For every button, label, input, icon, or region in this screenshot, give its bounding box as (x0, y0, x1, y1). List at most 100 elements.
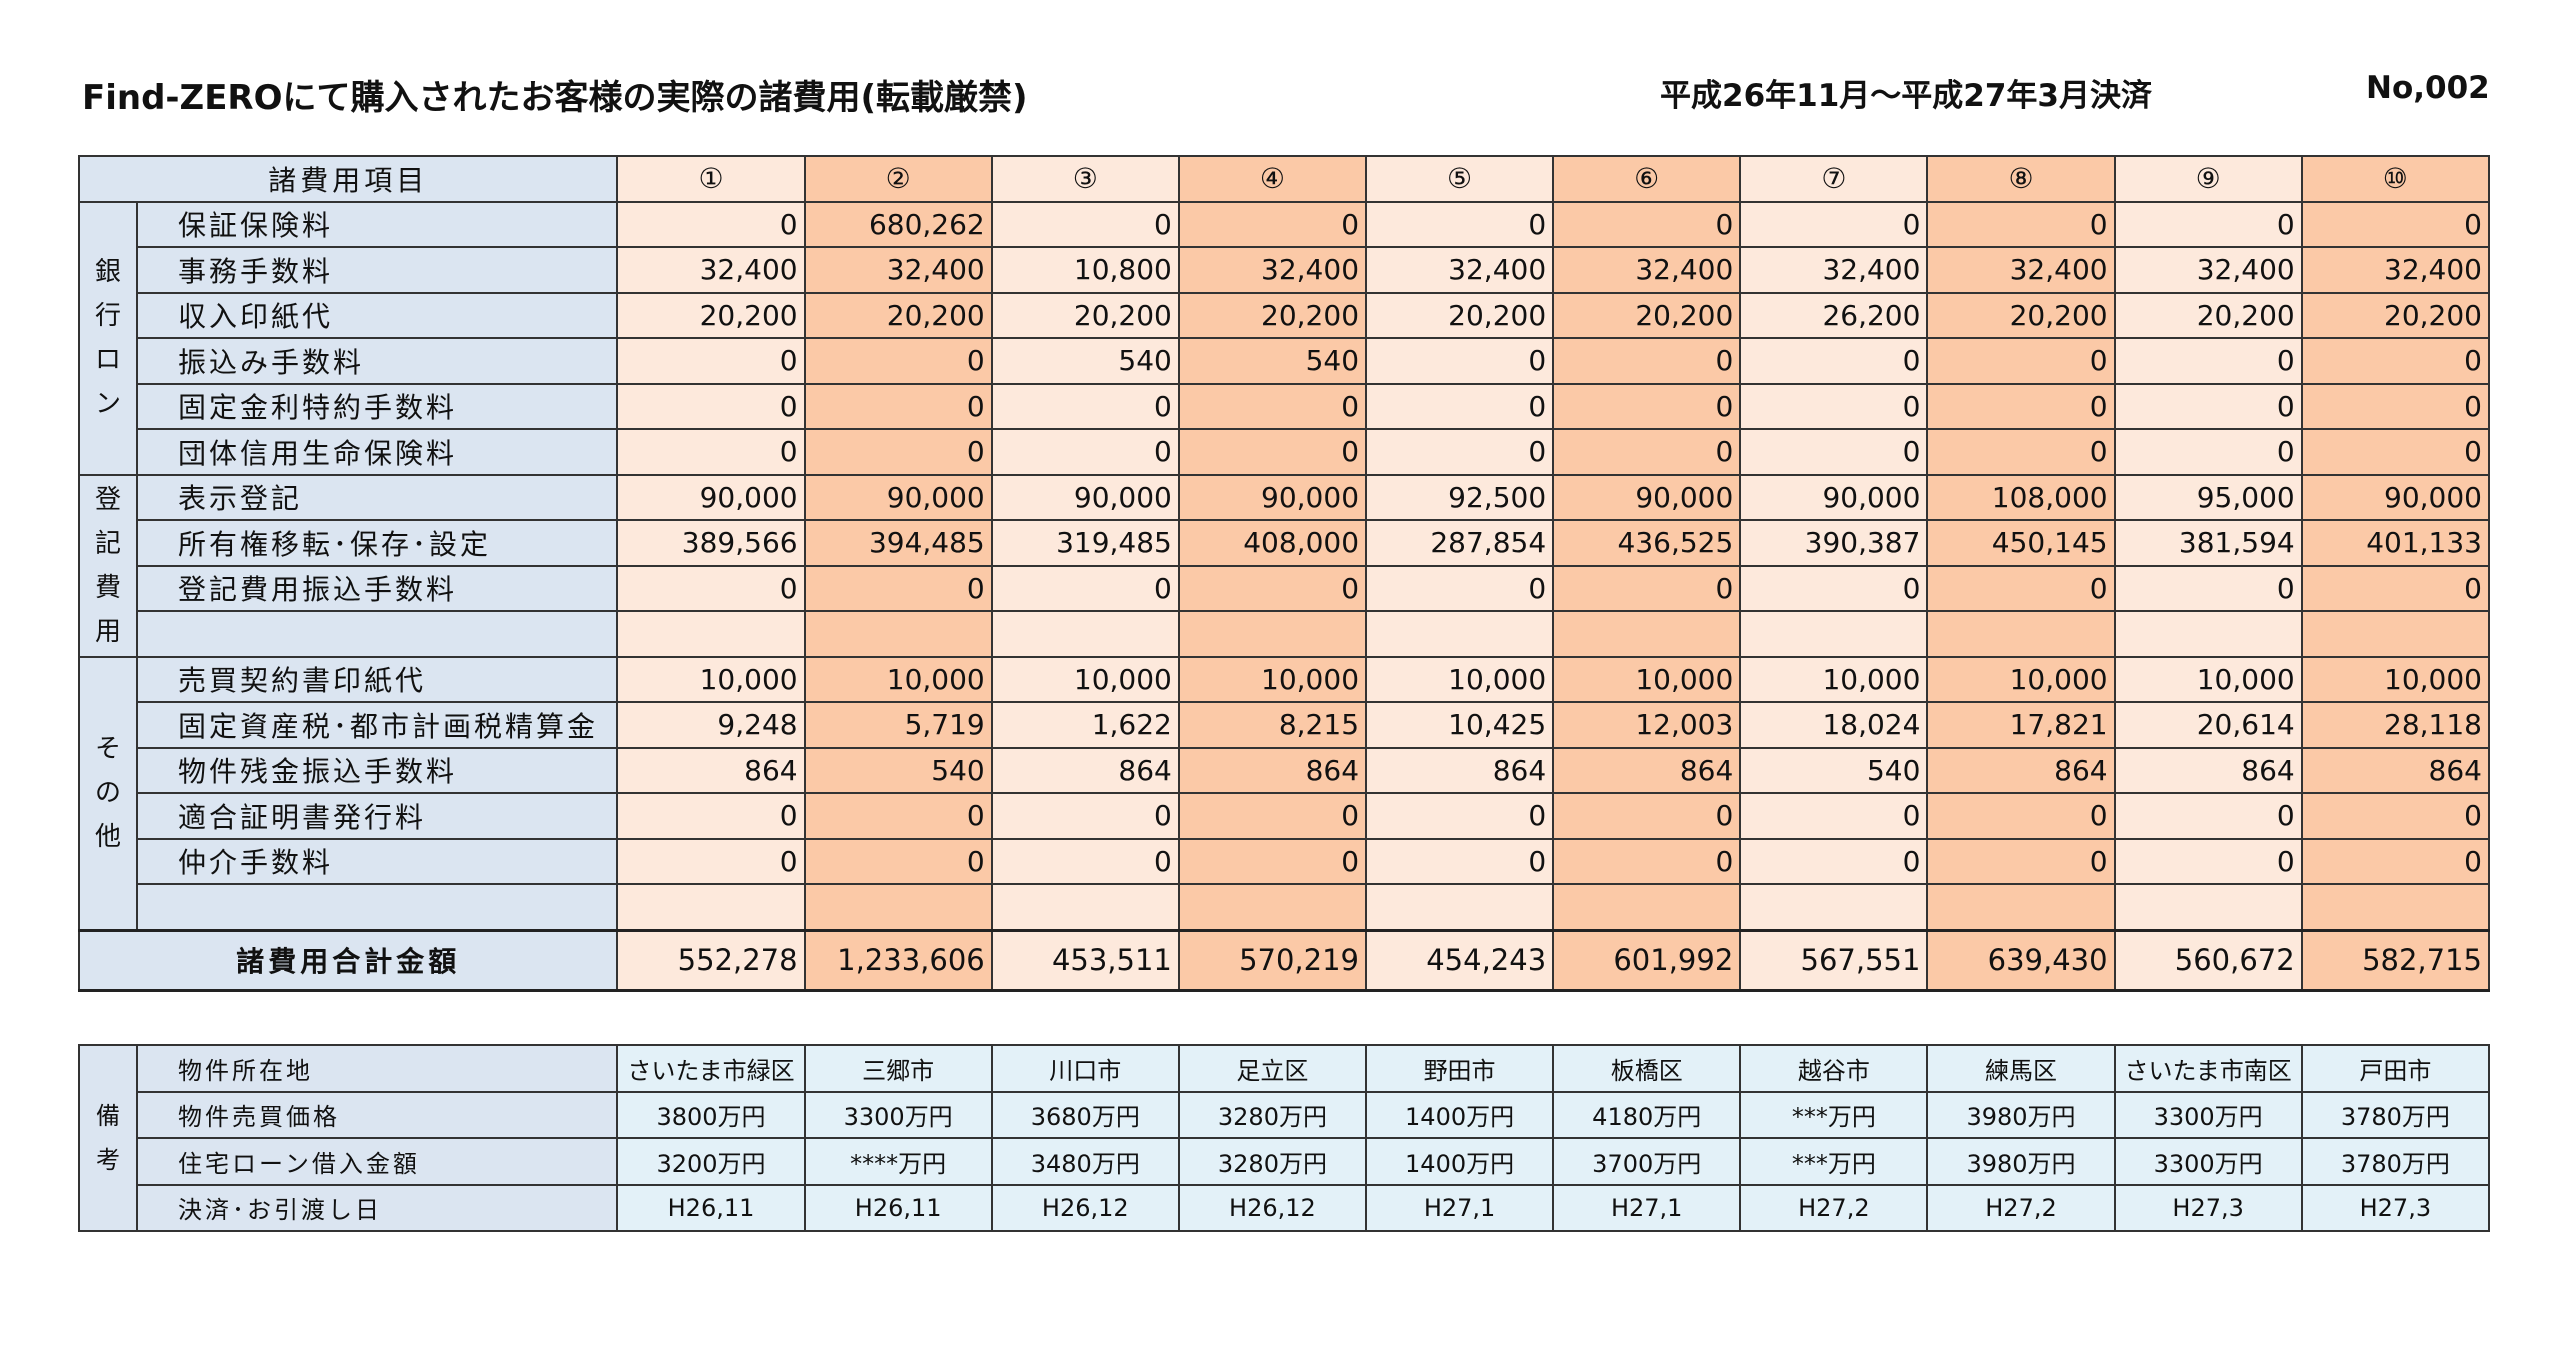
total-value: 639,430 (1926, 928, 2116, 992)
value-cell: 0 (803, 837, 993, 885)
group-label: 登記費用 (77, 473, 139, 658)
row-label: 固定資産税･都市計画税精算金 (136, 701, 619, 749)
table-row: 事務手数料 32,400 32,400 10,800 32,400 32,400 32,40… (79, 246, 2491, 294)
remarks-cell: H26,12 (990, 1183, 1180, 1232)
row-label: 事務手数料 (136, 246, 619, 294)
row-label: 団体信用生命保険料 (136, 428, 619, 476)
row-label (136, 610, 619, 658)
value-cell: 90,000 (1552, 473, 1742, 521)
value-cell: 32,400 (1365, 246, 1555, 294)
table-row: 固定金利特約手数料 0 0 0 0 0 0 0 0 0 0 (79, 382, 2491, 430)
value-cell: 864 (1926, 746, 2116, 794)
value-cell: 0 (2300, 564, 2491, 612)
value-cell (1177, 610, 1368, 658)
value-cell: 0 (1552, 837, 1742, 885)
value-cell: 0 (803, 564, 993, 612)
row-label: 表示登記 (136, 473, 619, 521)
remarks-cell: 練馬区 (1926, 1044, 2116, 1093)
value-cell: 864 (2300, 746, 2491, 794)
value-cell: 0 (1177, 792, 1368, 840)
remarks-cell: 3300万円 (803, 1090, 993, 1139)
remarks-cell: H27,2 (1739, 1183, 1929, 1232)
value-cell: 0 (1365, 200, 1555, 248)
value-cell: 20,200 (1177, 291, 1368, 339)
value-cell: 0 (2113, 564, 2303, 612)
value-cell: 10,000 (1552, 655, 1742, 703)
row-label (136, 883, 619, 931)
column-header: ④ (1177, 155, 1368, 203)
remarks-cell: 3280万円 (1177, 1137, 1368, 1186)
remarks-cell: ***万円 (1739, 1090, 1929, 1139)
value-cell: 680,262 (803, 200, 993, 248)
value-cell: 0 (1739, 428, 1929, 476)
value-cell: 0 (1552, 792, 1742, 840)
remarks-cell: 戸田市 (2300, 1044, 2491, 1093)
value-cell: 0 (616, 837, 806, 885)
row-label: 固定金利特約手数料 (136, 382, 619, 430)
group-label-char: 用 (95, 616, 122, 647)
value-cell: 0 (2113, 792, 2303, 840)
value-cell: 0 (1926, 792, 2116, 840)
value-cell: 0 (1926, 337, 2116, 385)
value-cell: 10,000 (2113, 655, 2303, 703)
value-cell (990, 883, 1180, 931)
remarks-row: 決済･お引渡し日 H26,11 H26,11 H26,12 H26,12 H27,1 H27… (79, 1183, 2491, 1232)
table-row (79, 610, 2491, 658)
cost-table: 諸費用項目 ① ② ③ ④ ⑤ ⑥ ⑦ ⑧ ⑨ ⑩ 銀行ロン保証保険料 0 680,262 0 0 0 0 0 0 0 0… (77, 155, 2491, 992)
remarks-cell: H27,3 (2300, 1183, 2491, 1232)
value-cell: 10,000 (1365, 655, 1555, 703)
total-value: 1,233,606 (803, 928, 993, 992)
group-label-char: 登 (95, 484, 122, 515)
value-cell: 0 (1365, 428, 1555, 476)
column-header: ③ (990, 155, 1180, 203)
page-title: Find-ZEROにて購入されたお客様の実際の諸費用(転載厳禁) (82, 78, 1028, 118)
remarks-cell: 3300万円 (2113, 1137, 2303, 1186)
total-value: 582,715 (2300, 928, 2491, 992)
value-cell: 0 (1552, 337, 1742, 385)
column-header: ② (803, 155, 993, 203)
value-cell: 20,614 (2113, 701, 2303, 749)
value-cell: 12,003 (1552, 701, 1742, 749)
remarks-cell: 3780万円 (2300, 1137, 2491, 1186)
value-cell: 32,400 (1739, 246, 1929, 294)
value-cell (2113, 610, 2303, 658)
table-row: 仲介手数料 0 0 0 0 0 0 0 0 0 0 (79, 837, 2491, 885)
remarks-cell: 1400万円 (1364, 1090, 1555, 1139)
value-cell: 0 (803, 382, 993, 430)
remarks-table: 備考物件所在地 さいたま市緑区 三郷市 川口市 足立区 野田市 板橋区 越谷市 練馬区 さいたま市… (77, 1044, 2491, 1232)
total-row: 諸費用合計金額 552,278 1,233,606 453,511 570,219 454… (77, 928, 2491, 992)
value-cell: 0 (2113, 337, 2303, 385)
remarks-row-label: 住宅ローン借入金額 (136, 1137, 619, 1186)
remarks-cell: 3780万円 (2300, 1090, 2491, 1139)
value-cell: 0 (1926, 837, 2116, 885)
value-cell: 0 (1177, 428, 1368, 476)
value-cell: 90,000 (2300, 473, 2491, 521)
value-cell: 20,200 (803, 291, 993, 339)
group-label-char: ン (95, 389, 122, 419)
value-cell: 0 (1926, 428, 2116, 476)
value-cell (1926, 610, 2116, 658)
group-label-char: の (95, 778, 122, 808)
column-header: ① (616, 155, 806, 203)
value-cell: 0 (616, 200, 806, 248)
remarks-cell: 越谷市 (1739, 1044, 1929, 1093)
remarks-cell: 3980万円 (1926, 1137, 2116, 1186)
value-cell: 32,400 (2300, 246, 2491, 294)
value-cell: 0 (1177, 200, 1368, 248)
group-label-char: 銀 (95, 257, 122, 287)
row-label: 物件残金振込手数料 (136, 746, 619, 794)
value-cell: 0 (616, 564, 806, 612)
value-cell: 0 (2113, 382, 2303, 430)
value-cell: 0 (990, 200, 1180, 248)
value-cell: 10,000 (616, 655, 806, 703)
remarks-cell: 川口市 (990, 1044, 1180, 1093)
value-cell: 287,854 (1365, 519, 1555, 567)
group-label-char: ロ (95, 345, 122, 375)
total-value: 560,672 (2113, 928, 2303, 992)
value-cell: 0 (803, 792, 993, 840)
remarks-cell: H27,2 (1926, 1183, 2116, 1232)
value-cell (1552, 610, 1742, 658)
remarks-cell: 3300万円 (2113, 1090, 2303, 1139)
value-cell (2300, 883, 2491, 931)
table-row: 適合証明書発行料 0 0 0 0 0 0 0 0 0 0 (79, 792, 2491, 840)
